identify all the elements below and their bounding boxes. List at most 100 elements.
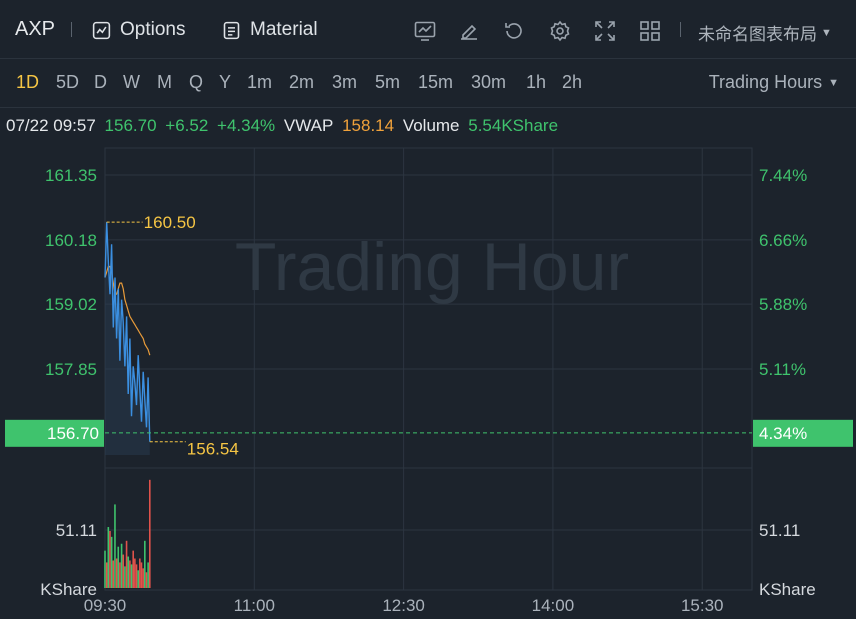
layout-dropdown[interactable]: 未命名图表布局 ▼ xyxy=(698,20,832,45)
price-area xyxy=(105,222,150,455)
vwap-label: VWAP xyxy=(283,116,334,135)
volume-bar xyxy=(135,564,138,588)
quote-datetime: 07/22 09:57 xyxy=(6,116,96,135)
y-tick-left: 161.35 xyxy=(45,166,97,185)
volume-bar xyxy=(145,572,148,588)
volume-y-tick-left: 51.11 xyxy=(56,521,97,540)
period-5m[interactable]: 5m xyxy=(375,72,401,92)
high-label: 160.50 xyxy=(144,213,196,232)
quote-change: +6.52 xyxy=(165,116,209,135)
period-y[interactable]: Y xyxy=(219,72,232,92)
fullscreen-icon[interactable] xyxy=(593,19,617,43)
volume-bar xyxy=(130,564,133,588)
volume-bar xyxy=(117,546,120,588)
volume-bars xyxy=(104,479,151,588)
volume-unit-left: KShare xyxy=(40,580,97,599)
reset-icon[interactable] xyxy=(502,19,526,43)
volume-bar xyxy=(119,562,121,588)
y-tick-left: 159.02 xyxy=(45,295,97,314)
period-1h[interactable]: 1h xyxy=(526,72,547,92)
chart-box-icon xyxy=(92,21,111,39)
volume-bar xyxy=(139,558,141,588)
volume-label: Volume xyxy=(402,116,460,135)
volume-bar xyxy=(127,556,130,588)
volume-bar xyxy=(120,543,123,588)
quote-price: 156.70 xyxy=(104,116,157,135)
draw-pen-icon[interactable] xyxy=(457,19,481,43)
x-tick-label: 09:30 xyxy=(84,596,127,615)
quote-line: 07/22 09:57 156.70 +6.52 +4.34% VWAP 158… xyxy=(6,116,562,136)
y-tick-right: 6.66% xyxy=(759,231,807,250)
document-icon xyxy=(223,21,240,39)
period-w[interactable]: W xyxy=(123,72,140,92)
volume-bar xyxy=(104,550,106,588)
settings-gear-icon[interactable] xyxy=(548,19,572,43)
price-line xyxy=(104,222,151,442)
ticker-symbol[interactable]: AXP xyxy=(15,18,56,40)
period-30m[interactable]: 30m xyxy=(471,72,507,92)
period-15m[interactable]: 15m xyxy=(418,72,454,92)
volume-bar xyxy=(137,570,139,588)
volume-value: 5.54KShare xyxy=(468,116,559,135)
grid-layout-icon[interactable] xyxy=(638,19,662,43)
caret-down-icon: ▼ xyxy=(821,26,832,39)
x-tick-label: 11:00 xyxy=(234,596,275,615)
y-tick-right: 5.88% xyxy=(759,295,807,314)
chart-watermark: Trading Hour xyxy=(235,229,629,305)
volume-bar xyxy=(132,550,135,588)
period-m[interactable]: M xyxy=(157,72,172,92)
period-5d[interactable]: 5D xyxy=(56,72,80,92)
current-pct-badge xyxy=(753,419,853,447)
volume-y-tick-right: 51.11 xyxy=(759,521,800,540)
volume-bar xyxy=(122,554,125,588)
volume-bar xyxy=(144,540,146,588)
vwap-value: 158.14 xyxy=(342,116,395,135)
caret-down-icon: ▼ xyxy=(828,76,839,89)
y-tick-left: 157.85 xyxy=(45,360,97,379)
volume-bar xyxy=(147,562,149,588)
volume-bar xyxy=(115,558,118,588)
x-tick-label: 12:30 xyxy=(382,596,425,615)
period-1d[interactable]: 1D xyxy=(16,72,40,92)
period-q[interactable]: Q xyxy=(189,72,204,92)
chart-labels: 161.35 160.18 159.02 157.85 7.44% 6.66% 5.88% 5… xyxy=(5,166,853,615)
current-price-badge xyxy=(5,419,104,447)
session-dropdown[interactable]: Trading Hours ▼ xyxy=(709,72,839,93)
y-tick-right: 5.11% xyxy=(759,360,806,379)
session-label: Trading Hours xyxy=(708,72,823,92)
volume-bar xyxy=(142,568,144,588)
volume-bar xyxy=(112,560,115,588)
volume-bar xyxy=(124,566,126,588)
material-label: Material xyxy=(250,19,318,40)
top-toolbar: AXP Options Material 未命名图表布局 ▼ xyxy=(0,0,856,59)
options-label: Options xyxy=(120,19,186,40)
volume-bar xyxy=(129,560,131,588)
volume-bar xyxy=(114,504,116,588)
y-tick-left: 160.18 xyxy=(45,231,97,250)
indicator-icon[interactable] xyxy=(413,19,437,43)
volume-bar xyxy=(134,558,136,588)
volume-bar xyxy=(107,527,110,588)
volume-bar xyxy=(140,562,143,588)
y-tick-right: 7.44% xyxy=(759,166,807,185)
x-tick-label: 15:30 xyxy=(681,596,724,615)
period-1m[interactable]: 1m xyxy=(247,72,273,92)
material-button[interactable]: Material xyxy=(221,17,318,43)
layout-label: 未命名图表布局 xyxy=(698,25,817,44)
period-2m[interactable]: 2m xyxy=(289,72,315,92)
volume-bar xyxy=(105,562,108,588)
options-button[interactable]: Options xyxy=(91,17,185,43)
period-2h[interactable]: 2h xyxy=(562,72,583,92)
volume-unit-right: KShare xyxy=(759,580,816,599)
intraday-chart[interactable]: Trading Hour 161.35 160.18 159.02 157.85 7.4… xyxy=(0,145,856,619)
period-bar: 1D 5D D W M Q Y 1m 2m 3m 5m 15m 30m 1h 2… xyxy=(0,60,856,108)
quote-change-pct: +4.34% xyxy=(217,116,276,135)
period-d[interactable]: D xyxy=(94,72,107,92)
volume-bar xyxy=(148,479,151,588)
volume-bar xyxy=(110,536,113,588)
chart-grid xyxy=(104,147,753,591)
current-price-label: 156.70 xyxy=(47,424,99,443)
low-label: 156.54 xyxy=(187,440,239,459)
period-3m[interactable]: 3m xyxy=(332,72,358,92)
divider xyxy=(71,22,72,37)
